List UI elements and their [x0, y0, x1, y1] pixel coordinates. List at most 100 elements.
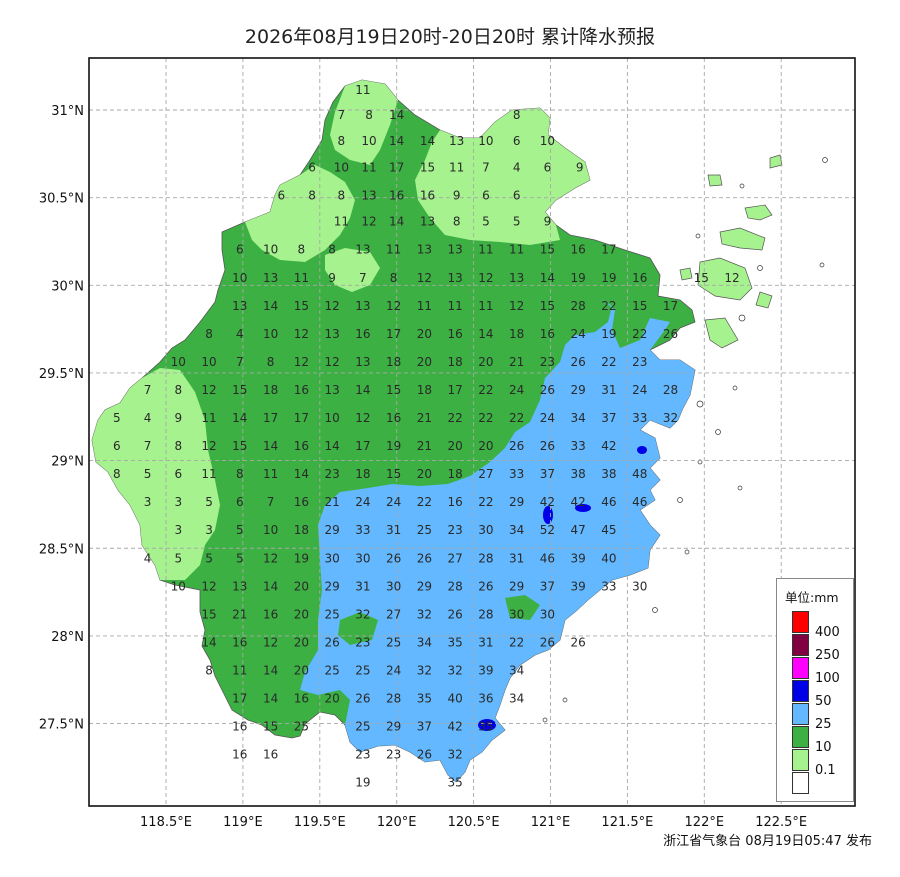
station-value: 3 — [144, 495, 152, 509]
station-value: 14 — [263, 663, 278, 677]
station-value: 16 — [263, 748, 278, 762]
station-value: 20 — [478, 439, 493, 453]
station-value: 26 — [386, 551, 401, 565]
station-value: 17 — [601, 243, 616, 257]
station-value: 14 — [389, 108, 404, 122]
station-value: 12 — [294, 355, 309, 369]
legend-label: 100 — [815, 671, 840, 686]
station-value: 7 — [144, 383, 152, 397]
station-value: 10 — [334, 160, 349, 174]
station-value: 7 — [359, 271, 367, 285]
station-value: 17 — [389, 160, 404, 174]
station-value: 13 — [263, 271, 278, 285]
station-value: 18 — [386, 355, 401, 369]
station-value: 20 — [448, 439, 463, 453]
station-value: 16 — [632, 271, 647, 285]
station-value: 7 — [482, 160, 490, 174]
lat-tick-label: 31°N — [51, 104, 84, 119]
station-value: 26 — [417, 551, 432, 565]
station-value: 22 — [601, 355, 616, 369]
station-value: 8 — [236, 467, 244, 481]
station-value: 11 — [417, 299, 432, 313]
station-value: 11 — [355, 83, 370, 97]
legend-label: 10 — [815, 740, 832, 755]
station-value: 21 — [509, 355, 524, 369]
station-value: 23 — [448, 523, 463, 537]
station-values: 117 8 14 88 10 14 14 13 10 6 106 10 11 17 15 11 7 4 6 96 8 8 1… — [113, 83, 740, 789]
station-value: 46 — [601, 495, 616, 509]
station-value: 48 — [632, 467, 647, 481]
station-value: 18 — [355, 467, 370, 481]
station-value: 25 — [324, 607, 339, 621]
station-value: 34 — [509, 692, 524, 706]
station-value: 30 — [324, 551, 339, 565]
station-value: 22 — [632, 327, 647, 341]
station-value: 12 — [263, 635, 278, 649]
station-value: 26 — [571, 635, 586, 649]
station-value: 24 — [571, 327, 586, 341]
station-value: 14 — [263, 439, 278, 453]
station-value: 25 — [417, 523, 432, 537]
station-value: 15 — [232, 439, 247, 453]
station-value: 26 — [509, 439, 524, 453]
station-value: 17 — [355, 439, 370, 453]
station-value: 28 — [571, 299, 586, 313]
station-value: 8 — [390, 271, 398, 285]
station-value: 14 — [389, 134, 404, 148]
station-value: 14 — [355, 383, 370, 397]
station-value: 38 — [601, 467, 616, 481]
legend: 单位:mm 400 250 100 50 25 10 0.1 — [776, 578, 854, 802]
station-value: 15 — [420, 160, 435, 174]
station-value: 12 — [263, 551, 278, 565]
station-value: 29 — [571, 383, 586, 397]
station-value: 23 — [386, 748, 401, 762]
station-value: 29 — [417, 579, 432, 593]
station-value: 30 — [509, 607, 524, 621]
station-value: 5 — [513, 215, 521, 229]
station-value: 13 — [417, 243, 432, 257]
station-value: 11 — [478, 243, 493, 257]
station-value: 10 — [324, 411, 339, 425]
station-value: 16 — [232, 720, 247, 734]
legend-label: 400 — [815, 625, 840, 640]
legend-swatch — [792, 657, 809, 679]
station-value: 16 — [386, 411, 401, 425]
station-value: 18 — [448, 355, 463, 369]
station-value: 8 — [513, 108, 521, 122]
station-value: 19 — [294, 551, 309, 565]
publisher-note: 浙江省气象台 08月19日05:47 发布 — [663, 834, 872, 849]
station-value: 13 — [324, 327, 339, 341]
station-value: 5 — [236, 523, 244, 537]
station-value: 12 — [724, 271, 739, 285]
moderate-rain-patch — [338, 612, 378, 645]
lon-tick-label: 119°E — [223, 815, 263, 830]
station-value: 20 — [324, 692, 339, 706]
station-value: 18 — [263, 383, 278, 397]
station-value: 3 — [205, 523, 213, 537]
station-value: 5 — [482, 215, 490, 229]
station-value: 32 — [355, 607, 370, 621]
station-value: 12 — [201, 439, 216, 453]
station-value: 36 — [478, 692, 493, 706]
station-value: 5 — [205, 495, 213, 509]
rainstorm-spot-1 — [543, 506, 553, 524]
station-value: 11 — [201, 467, 216, 481]
station-value: 6 — [236, 495, 244, 509]
station-value: 4 — [144, 551, 152, 565]
station-value: 20 — [294, 579, 309, 593]
legend-swatch — [792, 634, 809, 656]
station-value: 3 — [174, 495, 182, 509]
legend-label: 0.1 — [815, 763, 836, 778]
station-value: 5 — [144, 467, 152, 481]
station-value: 4 — [144, 411, 152, 425]
station-value: 12 — [386, 299, 401, 313]
station-value: 13 — [509, 271, 524, 285]
station-value: 13 — [355, 243, 370, 257]
station-value: 23 — [632, 355, 647, 369]
lon-tick-label: 122.5°E — [755, 815, 807, 830]
station-value: 6 — [482, 188, 490, 202]
station-value: 31 — [509, 551, 524, 565]
lon-tick-label: 121.5°E — [601, 815, 653, 830]
station-value: 3 — [174, 523, 182, 537]
